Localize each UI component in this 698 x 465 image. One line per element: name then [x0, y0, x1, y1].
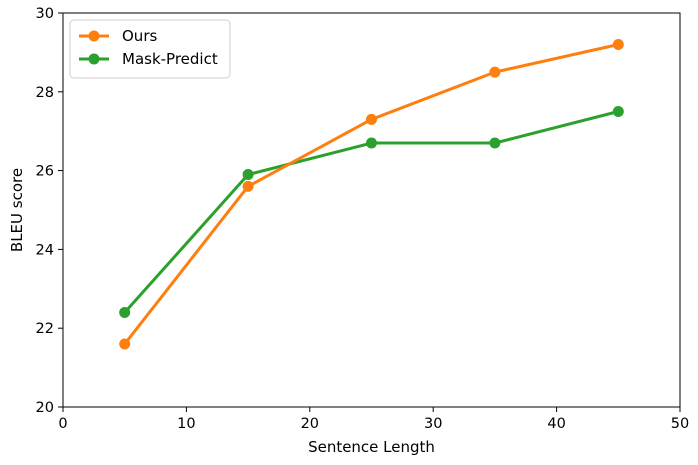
data-point-mask-predict: [489, 137, 501, 149]
data-point-ours: [242, 180, 254, 192]
y-tick-label: 30: [36, 6, 54, 22]
legend-box: [69, 19, 231, 79]
x-tick-label: 50: [671, 416, 689, 432]
y-axis: 20 22 24 26 28 30: [36, 6, 63, 416]
y-axis-label: BLEU score: [8, 168, 26, 252]
series-mask-predict: [119, 106, 624, 318]
series-layer: [119, 39, 624, 350]
y-tick-label: 26: [36, 164, 54, 180]
x-tick-label: 0: [58, 416, 67, 432]
y-tick-label: 20: [36, 400, 54, 416]
data-point-mask-predict: [242, 169, 254, 181]
series-ours: [119, 39, 624, 350]
data-point-mask-predict: [612, 106, 624, 117]
plot-frame: [62, 12, 681, 408]
x-tick-label: 20: [301, 416, 319, 432]
x-axis: 0 10 20 30 40 50: [58, 407, 689, 432]
legend-label: Mask-Predict: [122, 50, 218, 68]
y-tick-label: 24: [36, 242, 54, 258]
legend-swatch-marker: [88, 30, 100, 42]
data-point-mask-predict: [119, 306, 131, 318]
data-point-ours: [612, 39, 624, 51]
y-tick-label: 28: [36, 85, 54, 101]
x-axis-label: Sentence Length: [308, 438, 435, 456]
legend-swatch-marker: [88, 53, 100, 65]
legend: Ours Mask-Predict: [69, 19, 231, 79]
data-point-ours: [366, 113, 377, 125]
data-point-ours: [119, 338, 131, 350]
data-point-ours: [489, 66, 501, 78]
x-tick-label: 30: [424, 416, 442, 432]
legend-label: Ours: [122, 27, 157, 45]
data-point-mask-predict: [366, 137, 377, 149]
x-tick-label: 40: [547, 416, 565, 432]
plot-area: [63, 13, 680, 407]
y-tick-label: 22: [36, 321, 54, 337]
x-tick-label: 10: [177, 416, 195, 432]
